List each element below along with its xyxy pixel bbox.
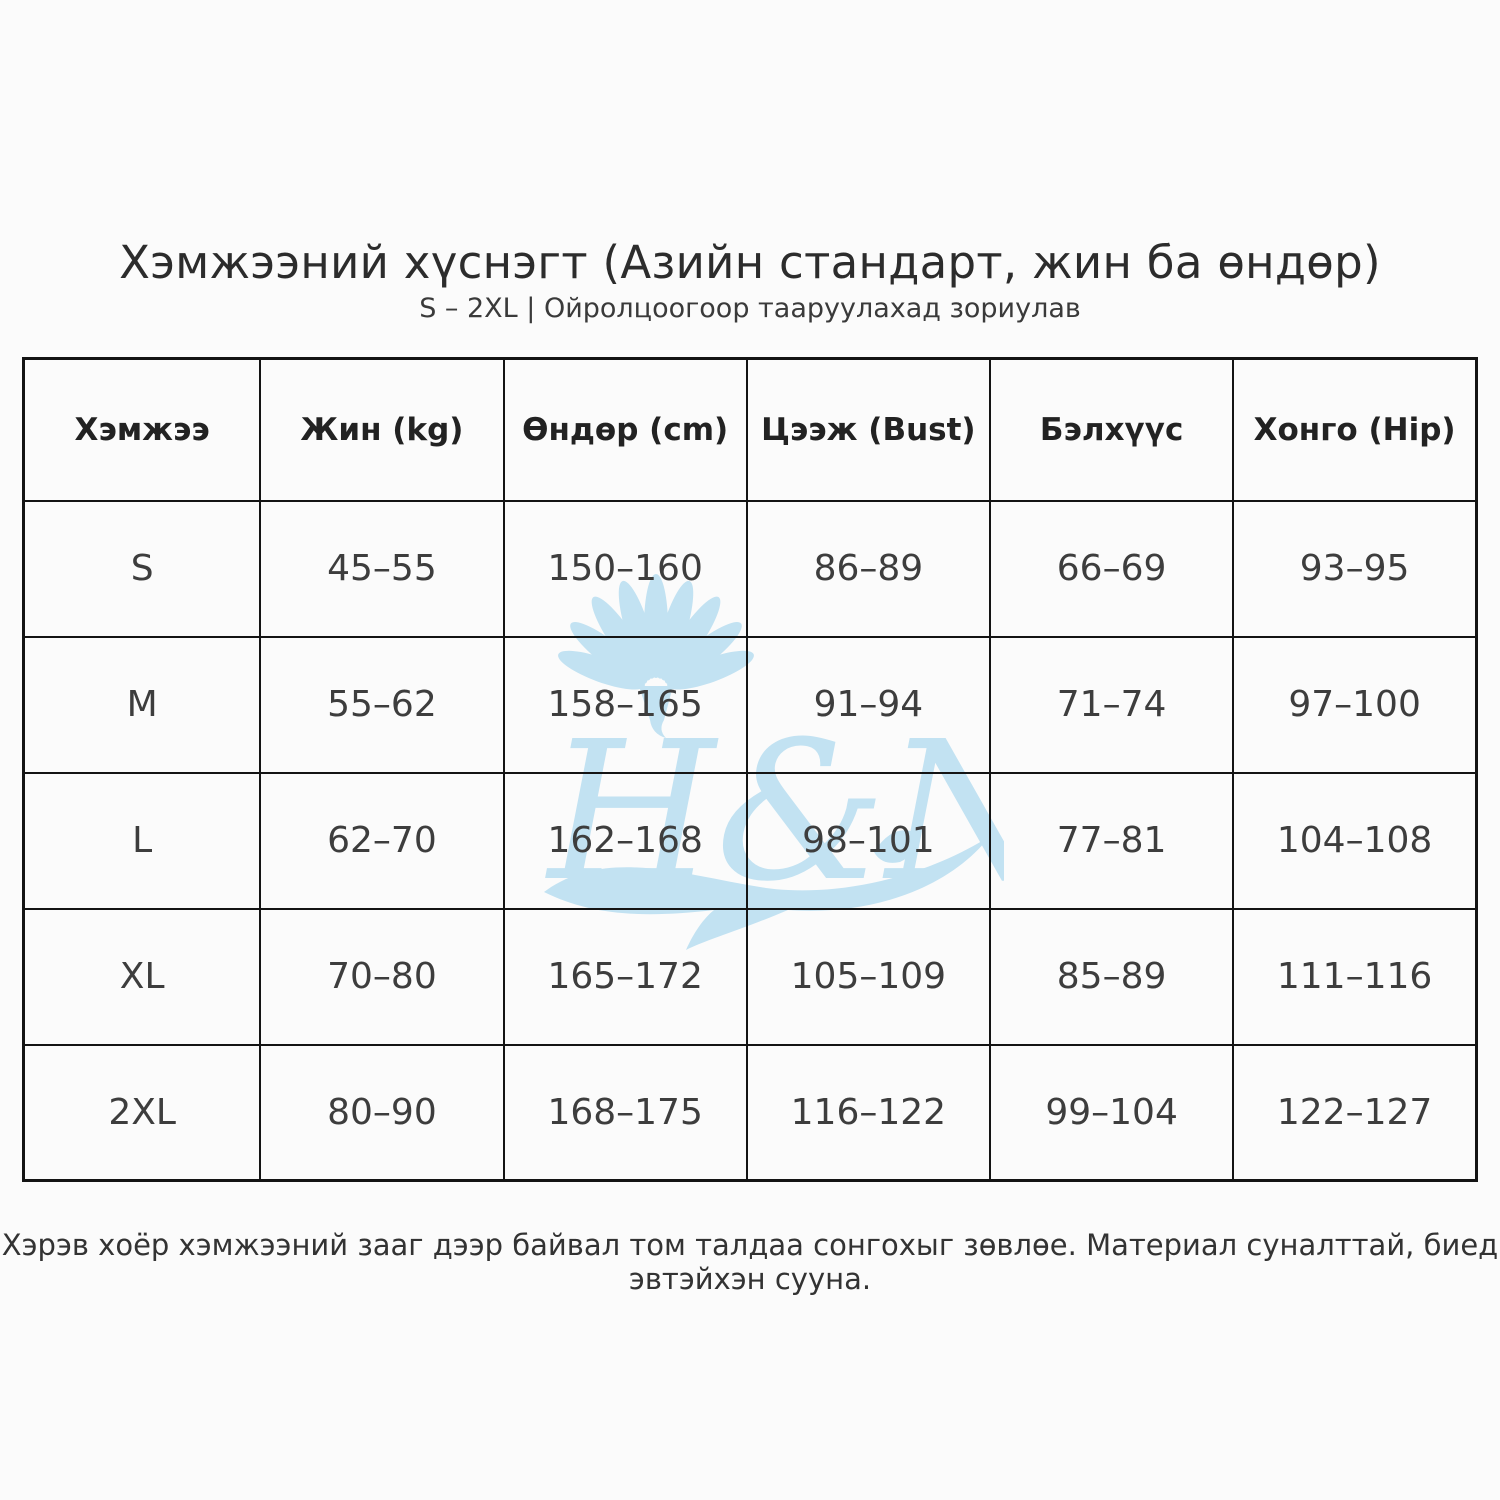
page-title: Хэмжээний хүснэгт (Азийн стандарт, жин б… [119,236,1381,289]
table-cell: 105–109 [745,907,991,1046]
table-row: L 62–70 162–168 98–101 77–81 104–108 [22,771,1478,910]
table-cell: 71–74 [988,635,1235,774]
table-cell: 80–90 [259,1043,505,1182]
table-cell: 162–168 [502,771,748,910]
table-cell: 99–104 [988,1043,1235,1182]
table-cell: 98–101 [745,771,991,910]
table-cell: 2XL [22,1043,262,1182]
col-header-size: Хэмжээ [22,357,262,502]
table-cell: 45–55 [259,499,505,638]
table-cell: 66–69 [988,499,1235,638]
col-header-weight: Жин (kg) [259,357,505,502]
col-header-height: Өндөр (cm) [502,357,748,502]
table-cell: XL [22,907,262,1046]
size-table-body: S 45–55 150–160 86–89 66–69 93–95 M 55–62 158–16… [22,499,1478,1182]
table-row: 2XL 80–90 168–175 116–122 99–104 122–127 [22,1043,1478,1182]
table-row: S 45–55 150–160 86–89 66–69 93–95 [22,499,1478,638]
table-cell: 55–62 [259,635,505,774]
table-cell: S [22,499,262,638]
table-cell: 158–165 [502,635,748,774]
col-header-waist: Бэлхүүс [988,357,1235,502]
table-cell: 91–94 [745,635,991,774]
size-table-header: Хэмжээ Жин (kg) Өндөр (cm) Цээж (Bust) Б… [22,357,1478,502]
table-row: XL 70–80 165–172 105–109 85–89 111–116 [22,907,1478,1046]
table-cell: 111–116 [1232,907,1478,1046]
table-row: M 55–62 158–165 91–94 71–74 97–100 [22,635,1478,774]
size-table: Хэмжээ Жин (kg) Өндөр (cm) Цээж (Bust) Б… [22,357,1478,1182]
table-cell: 150–160 [502,499,748,638]
table-cell: 168–175 [502,1043,748,1182]
table-cell: 116–122 [745,1043,991,1182]
table-cell: 93–95 [1232,499,1478,638]
footer-note: Хэрэв хоёр хэмжээний зааг дээр байвал то… [1,1228,1499,1296]
table-cell: 86–89 [745,499,991,638]
table-cell: 77–81 [988,771,1235,910]
table-cell: M [22,635,262,774]
table-cell: 122–127 [1232,1043,1478,1182]
header-row: Хэмжээ Жин (kg) Өндөр (cm) Цээж (Bust) Б… [22,357,1478,502]
col-header-hip: Хонго (Hip) [1232,357,1478,502]
col-header-bust: Цээж (Bust) [745,357,991,502]
page-subtitle: S – 2XL | Ойролцоогоор тааруулахад зориу… [419,293,1081,324]
table-cell: 85–89 [988,907,1235,1046]
table-cell: 70–80 [259,907,505,1046]
table-cell: 62–70 [259,771,505,910]
table-cell: 165–172 [502,907,748,1046]
table-cell: 97–100 [1232,635,1478,774]
table-cell: 104–108 [1232,771,1478,910]
table-cell: L [22,771,262,910]
